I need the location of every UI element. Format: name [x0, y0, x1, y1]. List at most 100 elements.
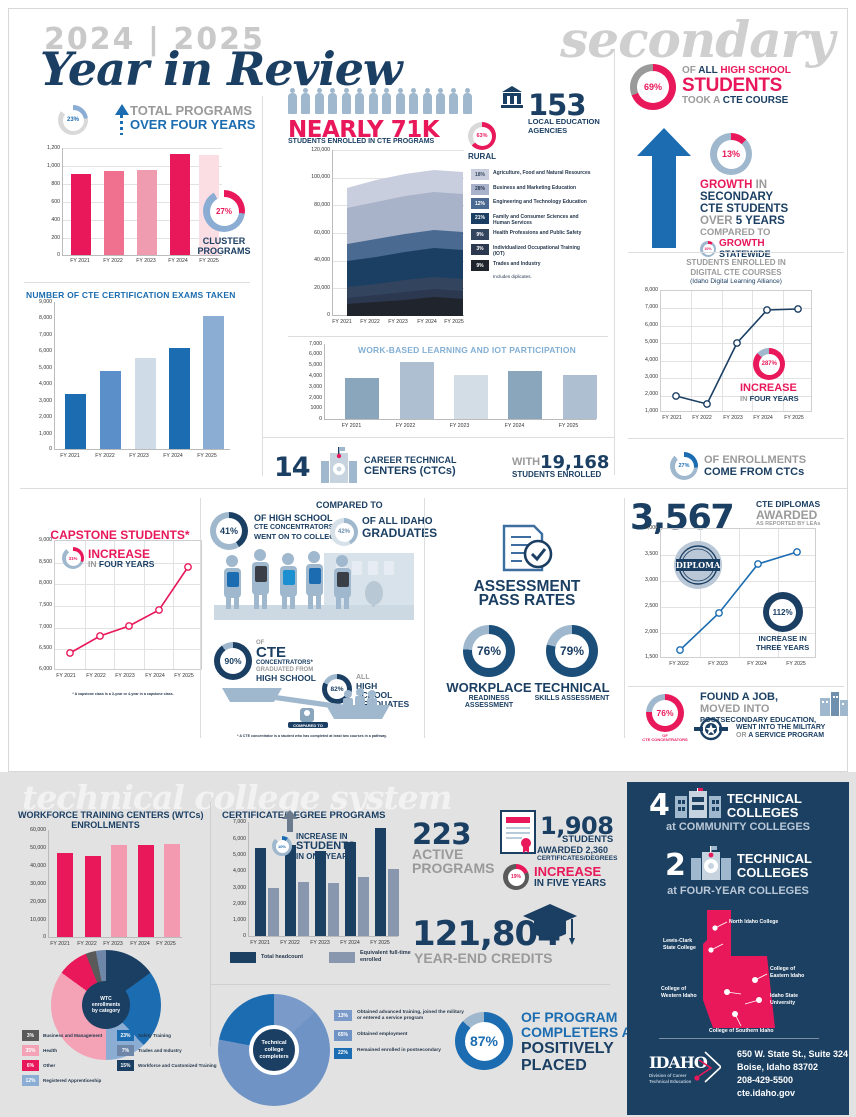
growth-donut: 13%	[710, 133, 752, 175]
stacked-area-svg	[347, 170, 463, 316]
bar-total-fy2024	[345, 842, 356, 936]
bar-fte-fy2023	[328, 883, 339, 936]
capstone-increase-donut: 31%	[62, 547, 84, 569]
bar-fy2023	[454, 375, 488, 419]
bar-fy2023	[137, 170, 157, 255]
legend-label: Safety Training	[138, 1032, 171, 1038]
person-icon	[368, 88, 378, 114]
footer-web[interactable]: cte.idaho.gov	[737, 1088, 796, 1098]
ctc-r2: COME FROM CTCs	[704, 466, 805, 478]
capstone-inc-1: INCREASE	[88, 546, 151, 561]
legend-label: Registered Apprenticeship	[43, 1077, 102, 1083]
map-label-isu-1: Idaho State	[770, 993, 798, 999]
legend-label-fte: Equivalent full-time enrolled	[360, 950, 411, 963]
legend-item: 23% Safety Training	[117, 1030, 217, 1041]
gear-building-icon	[690, 846, 731, 885]
diplomas-increase-pct: 112%	[769, 598, 797, 626]
legend-item: 3% Individualized Occupational Training …	[471, 243, 591, 257]
statewide-growth-donut: 10%	[700, 241, 716, 257]
rural-pct: 63%	[472, 126, 492, 146]
cert-increase-pct: 10%	[275, 839, 289, 853]
digital-inc-2a: IN	[740, 394, 750, 403]
chart-digital-cte: 8,000 7,000 6,000 5,000 4,000 3,000 2,00…	[632, 287, 842, 430]
plot-area	[660, 290, 812, 412]
bar-fy2025	[203, 316, 224, 449]
bar-fy2024	[170, 154, 190, 255]
diplomas-line-svg	[676, 548, 801, 654]
cg-b2: GRADUATES	[362, 526, 438, 540]
chart-work-based-learning: 7,000 6,000 5,000 4,000 3,000 2,000 1000…	[292, 341, 608, 434]
wtc-pie-center-3: by category	[91, 1008, 121, 1014]
person-icon	[382, 88, 392, 114]
graduation-cap-icon	[522, 902, 578, 951]
legend-item: 3% Business and Management	[22, 1030, 117, 1041]
ctc-number: 14	[274, 452, 311, 483]
certificate-icon	[500, 810, 536, 859]
wtc-pie-center-1: WTC	[100, 996, 112, 1002]
chart-certification-exams: 9,000 8,000 7,000 6,000 5,000 4,000 3,00…	[26, 299, 252, 467]
bar-fy2024	[138, 845, 154, 937]
lea-line1: LOCAL EDUCATION	[528, 117, 600, 126]
plot-area	[332, 150, 464, 316]
digital-increase-badge: 287% INCREASE IN FOUR YEARS	[740, 348, 799, 403]
map-label-eastern-2: Eastern Idaho	[770, 973, 804, 979]
all-grads-pct: 42%	[334, 522, 354, 542]
high-school-donut: 69%	[630, 64, 676, 110]
idaho-map: North Idaho College Lewis-Clark State Co…	[639, 904, 839, 1034]
ctc-with: WITH	[512, 456, 541, 468]
digital-inc-2b: FOUR YEARS	[749, 394, 799, 403]
bar-fte-fy2021	[268, 888, 279, 936]
chart-capstone-students: 9,000 8,500 8,000 7,500 7,000 6,500 6,00…	[28, 537, 218, 690]
growth-l1b: IN	[752, 179, 768, 191]
hs-l3b: CTE COURSE	[722, 95, 789, 106]
legend-swatch: 12%	[22, 1075, 39, 1086]
legend-item: 35% Health	[22, 1045, 117, 1056]
legend-swatch: 65%	[334, 1029, 352, 1041]
person-icon	[341, 88, 351, 114]
plot-area	[54, 302, 230, 450]
exams-chart-title: NUMBER OF CTE CERTIFICATION EXAMS TAKEN	[26, 290, 236, 300]
legend-label: Other	[43, 1062, 56, 1068]
high-school-pct: 69%	[637, 71, 669, 103]
chart-total-programs: 1,200 1,000 800 600 400 200 0 FY 2021 FY…	[36, 145, 226, 268]
legend-label: Individualized Occupational Training (IO…	[493, 244, 580, 257]
legend-swatch: 3%	[22, 1030, 39, 1041]
legend-label: Obtained advanced training, joined the m…	[357, 1010, 464, 1022]
job-l5a: OR	[736, 732, 749, 739]
legend-item: 18% Agriculture, Food and Natural Resour…	[471, 169, 591, 180]
svg-text:Division of Career: Division of Career	[649, 1073, 687, 1078]
job-pct: 76%	[652, 700, 678, 726]
wbl-chart-title: WORK-BASED LEARNING AND IOT PARTICIPATIO…	[358, 345, 577, 355]
bar-fy2025	[164, 844, 180, 937]
total-programs-line1: TOTAL PROGRAMS	[130, 103, 253, 118]
job-l4: WENT INTO THE MILITARY	[736, 724, 826, 731]
colleges-panel: 4 TECHNICAL COLLEGES at COMMUN	[627, 782, 849, 1115]
stacked-footnote: Includes diplicates.	[493, 274, 532, 279]
diplomas-l3: AS REPORTED BY LEAs	[756, 521, 821, 527]
ctc-line1: CAREER TECHNICAL	[364, 455, 457, 465]
legend-swatch: 7%	[117, 1045, 134, 1056]
cte-college-pct: 41%	[216, 518, 242, 544]
cluster-programs-badge: 27% CLUSTER PROGRAMS	[188, 190, 260, 256]
wtc-title-2: ENROLLMENTS	[71, 820, 140, 830]
people-row-icon	[288, 88, 498, 119]
job-l2: MOVED INTO	[700, 703, 770, 715]
ctc-enrolled-label: STUDENTS ENROLLED	[512, 470, 602, 479]
plot-area	[660, 528, 816, 658]
military-star-icon	[694, 717, 728, 746]
ctc-enrollments-pct: 27%	[674, 456, 694, 476]
technical-skills-stat: 79% TECHNICAL SKILLS ASSESSMENT	[527, 625, 617, 702]
person-icon	[395, 88, 405, 114]
diplomas-l1: CTE DIPLOMAS	[756, 499, 821, 509]
cert-i3: IN ONE YEAR	[296, 852, 348, 861]
chart-cte-enrollment-stacked: 120,000 100,000 80,000 60,000 40,000 20,…	[311, 147, 464, 325]
placed-l3: POSITIVELY	[521, 1040, 614, 1057]
person-icon	[314, 88, 324, 114]
ctc-students: 19,168	[540, 452, 610, 473]
cluster-donut: 27%	[203, 190, 245, 232]
legend-swatch: 3%	[471, 243, 489, 255]
legend-item: 22% Remained enrolled in postsecondary	[334, 1047, 469, 1059]
bar-fy2022	[104, 171, 124, 255]
plot-area	[62, 148, 222, 256]
